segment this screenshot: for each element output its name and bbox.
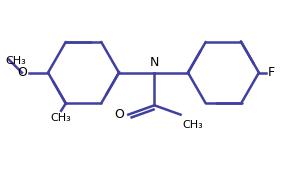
Text: F: F bbox=[268, 66, 275, 79]
Text: O: O bbox=[18, 66, 27, 79]
Text: CH₃: CH₃ bbox=[51, 113, 72, 123]
Text: N: N bbox=[150, 56, 159, 69]
Text: CH₃: CH₃ bbox=[5, 56, 26, 66]
Text: CH₃: CH₃ bbox=[182, 120, 203, 130]
Text: O: O bbox=[115, 108, 125, 121]
